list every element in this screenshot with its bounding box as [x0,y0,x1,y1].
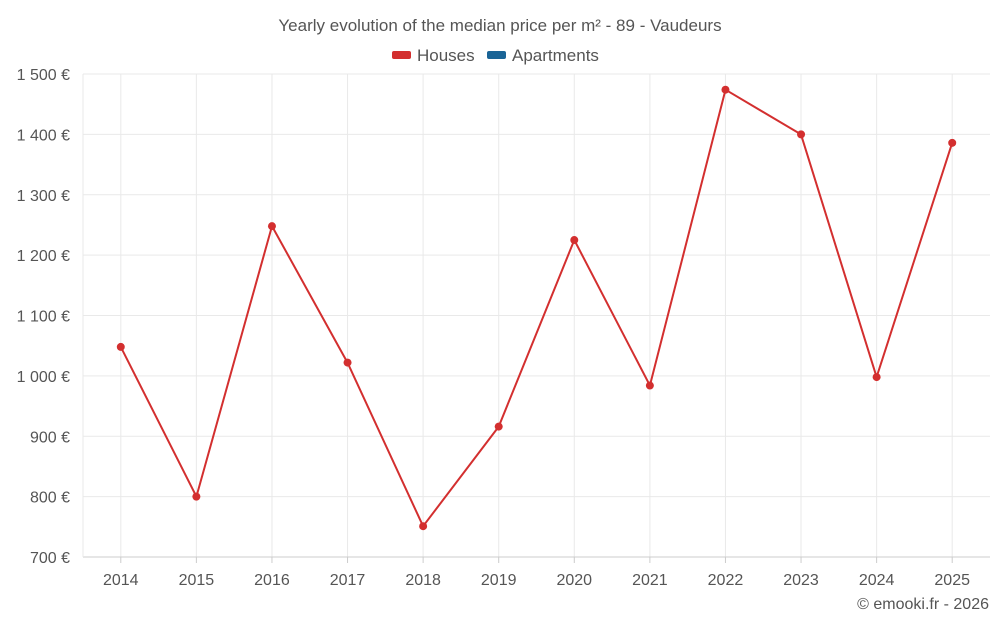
data-point-houses-2024[interactable] [872,373,881,382]
y-tick-label: 800 € [30,490,70,507]
x-axis-labels: 2014 2015 2016 2017 2018 2019 2020 2021 2022 2023… [103,572,970,589]
x-tick-label: 2015 [179,572,215,589]
data-point-houses-2021[interactable] [645,381,654,390]
legend-item-houses[interactable]: Houses [392,46,475,65]
data-point-houses-2015[interactable] [192,492,201,501]
x-tick-label: 2023 [783,572,819,589]
x-tick-label: 2019 [481,572,517,589]
y-tick-label: 1 500 € [17,67,70,84]
x-tick-label: 2022 [708,572,744,589]
y-tick-label: 700 € [30,550,70,567]
x-tick-label: 2020 [556,572,592,589]
y-tick-label: 1 000 € [17,369,70,386]
data-point-houses-2016[interactable] [267,222,276,231]
data-point-houses-2023[interactable] [797,130,806,139]
y-tick-label: 1 200 € [17,248,70,265]
legend-swatch-houses [392,51,411,59]
chart-title: Yearly evolution of the median price per… [278,16,721,35]
y-tick-label: 1 300 € [17,188,70,205]
series-line-houses [119,88,954,528]
x-tick-label: 2025 [934,572,970,589]
x-tick-label: 2016 [254,572,290,589]
data-point-houses-2020[interactable] [570,236,579,245]
grid [83,73,990,557]
data-point-houses-2019[interactable] [494,422,503,431]
legend-item-apartments[interactable]: Apartments [487,46,599,65]
legend-label-apartments: Apartments [512,46,599,65]
x-tick-label: 2014 [103,572,139,589]
data-point-houses-2014[interactable] [116,342,125,351]
series [116,85,957,531]
data-point-houses-2025[interactable] [948,138,957,147]
legend-swatch-apartments [487,51,506,59]
axes [82,74,990,563]
legend-label-houses: Houses [417,46,475,65]
data-point-houses-2018[interactable] [419,522,428,531]
data-point-houses-2017[interactable] [343,358,352,367]
data-point-houses-2022[interactable] [721,85,730,94]
credit-text: © emooki.fr - 2026 [857,596,989,613]
x-tick-label: 2017 [330,572,366,589]
x-tick-label: 2018 [405,572,441,589]
y-tick-label: 1 400 € [17,127,70,144]
legend: Houses Apartments [392,46,599,65]
y-axis-labels: 700 € 800 € 900 € 1 000 € 1 100 € 1 200 € 1 30… [17,67,70,567]
x-tick-label: 2024 [859,572,895,589]
y-tick-label: 1 100 € [17,309,70,326]
x-tick-label: 2021 [632,572,668,589]
y-tick-label: 900 € [30,429,70,446]
